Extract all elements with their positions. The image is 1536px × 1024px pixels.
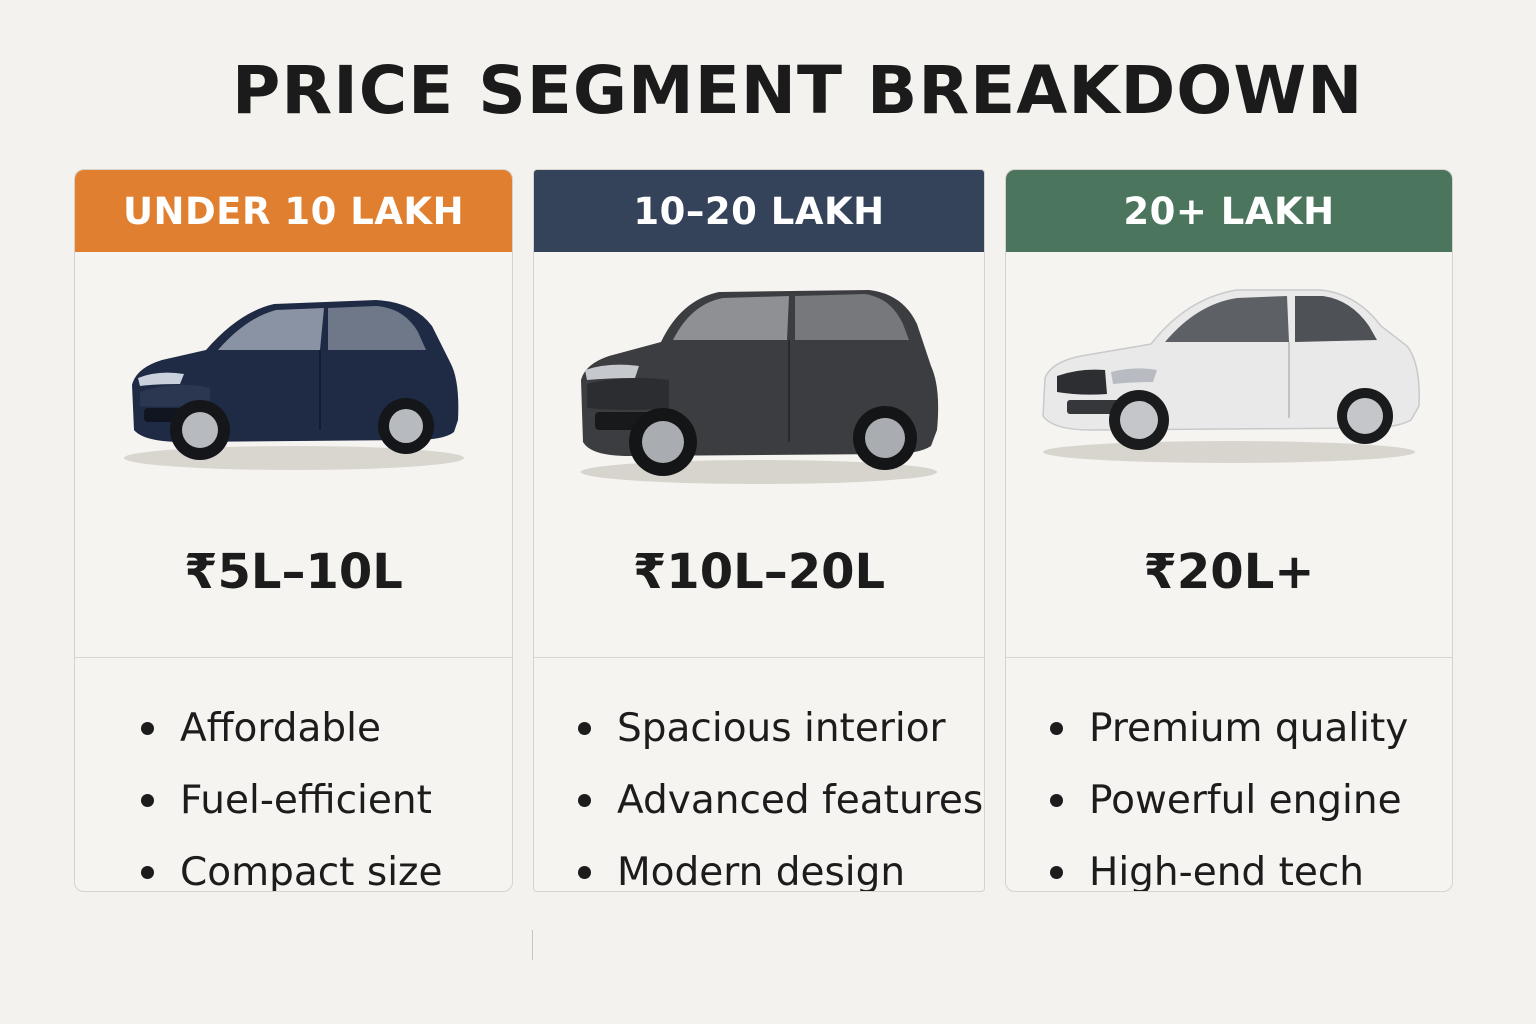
- bullet-icon: [141, 793, 154, 807]
- hatchback-car-image: [75, 280, 512, 510]
- segment-header: 20+ LAKH: [1006, 170, 1452, 252]
- feature-label: Premium quality: [1089, 705, 1409, 751]
- segment-divider: [75, 657, 512, 658]
- bullet-icon: [578, 793, 591, 807]
- bullet-icon: [1050, 793, 1063, 807]
- feature-label: Powerful engine: [1089, 777, 1402, 823]
- segment-card-20-plus-lakh: 20+ LAKH ₹20L+ Premium quality Powerful …: [1005, 169, 1453, 892]
- bullet-icon: [141, 721, 154, 735]
- sedan-car-icon: [1042, 289, 1420, 463]
- suv-car-icon: [581, 290, 939, 484]
- list-item: Spacious interior: [578, 692, 984, 764]
- segment-price: ₹5L–10L: [184, 543, 403, 600]
- feature-label: Advanced features: [617, 777, 984, 823]
- list-item: Modern design: [578, 836, 984, 892]
- feature-label: Fuel-efficient: [180, 777, 432, 823]
- sedan-car-image: [1006, 280, 1452, 510]
- segment-card-under-10-lakh: UNDER 10 LAKH ₹5L–10L Affordable Fuel-ef…: [74, 169, 513, 892]
- bullet-icon: [1050, 865, 1063, 879]
- segment-header: UNDER 10 LAKH: [75, 170, 512, 252]
- bullet-icon: [578, 865, 591, 879]
- suv-car-image: [534, 280, 984, 510]
- feature-list: Affordable Fuel-efficient Compact size: [75, 658, 512, 892]
- segment-divider: [534, 657, 984, 658]
- hatchback-car-icon: [123, 300, 464, 470]
- bullet-icon: [578, 721, 591, 735]
- list-item: Compact size: [141, 836, 512, 892]
- feature-label: High-end tech: [1089, 849, 1365, 892]
- segment-price: ₹20L+: [1143, 543, 1315, 600]
- bullet-icon: [1050, 721, 1063, 735]
- divider-mark: [532, 930, 533, 960]
- list-item: Powerful engine: [1050, 764, 1452, 836]
- segment-card-10-20-lakh: 10–20 LAKH ₹10L–20L Spacious interior Ad…: [533, 169, 985, 892]
- feature-label: Compact size: [180, 849, 443, 892]
- feature-label: Spacious interior: [617, 705, 946, 751]
- bullet-icon: [141, 865, 154, 879]
- page-title: PRICE SEGMENT BREAKDOWN: [232, 52, 1364, 129]
- segment-price: ₹10L–20L: [632, 543, 886, 600]
- list-item: High-end tech: [1050, 836, 1452, 892]
- list-item: Fuel-efficient: [141, 764, 512, 836]
- feature-list: Premium quality Powerful engine High-end…: [1006, 658, 1452, 892]
- feature-list: Spacious interior Advanced features Mode…: [534, 658, 984, 892]
- list-item: Affordable: [141, 692, 512, 764]
- segment-header: 10–20 LAKH: [534, 170, 984, 252]
- feature-label: Affordable: [180, 705, 381, 751]
- list-item: Premium quality: [1050, 692, 1452, 764]
- feature-label: Modern design: [617, 849, 906, 892]
- list-item: Advanced features: [578, 764, 984, 836]
- segment-divider: [1006, 657, 1452, 658]
